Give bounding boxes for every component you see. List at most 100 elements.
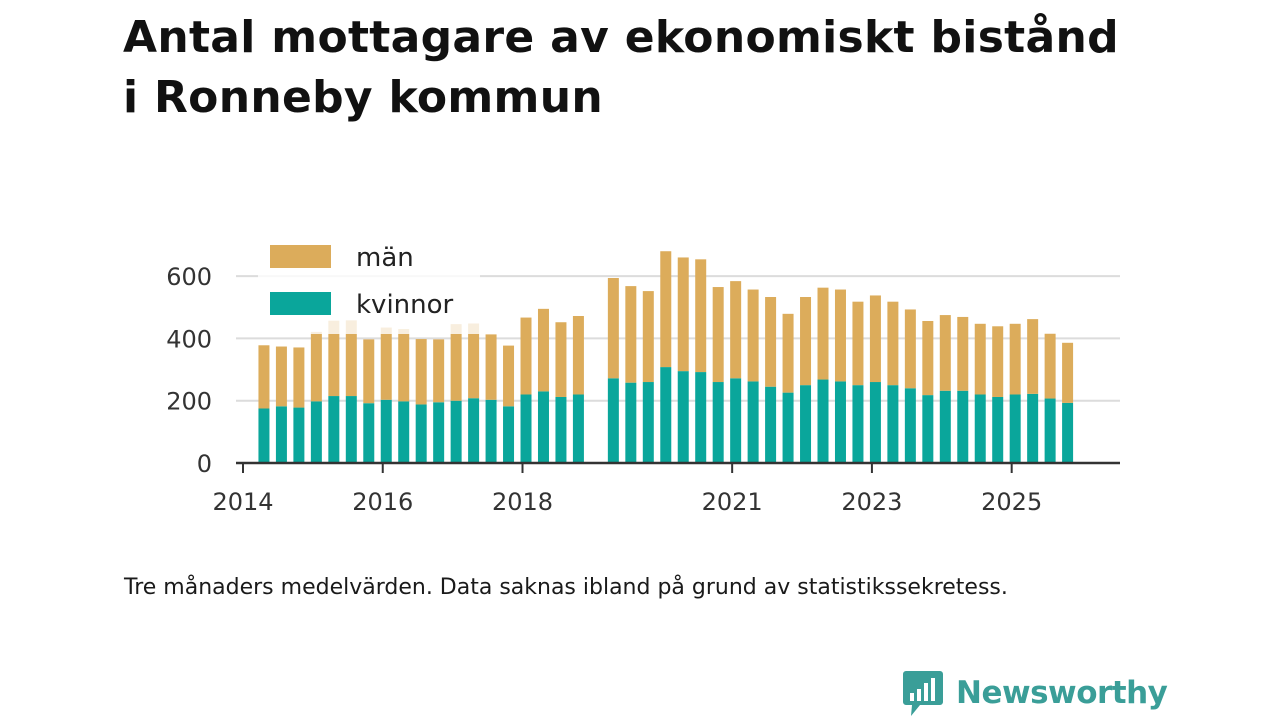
bar-man — [660, 251, 672, 368]
bar-man — [922, 320, 934, 396]
bar-man — [1062, 342, 1074, 403]
bar-man — [450, 324, 462, 401]
bar-kvinnor — [765, 386, 777, 463]
bar-kvinnor — [555, 396, 567, 463]
bar-kvinnor — [258, 408, 270, 463]
bar-man — [555, 322, 567, 397]
bar-man — [415, 339, 427, 405]
bar-man — [363, 339, 375, 404]
bar-kvinnor — [869, 382, 881, 463]
bar-kvinnor — [852, 385, 864, 463]
bar-kvinnor — [363, 403, 375, 463]
bar-kvinnor — [992, 396, 1004, 463]
bar-kvinnor — [485, 399, 497, 463]
bar-man — [380, 327, 392, 400]
bar-kvinnor — [834, 381, 846, 463]
bar-man — [433, 339, 445, 403]
chart-title-line-2: i Ronneby kommun — [123, 72, 603, 123]
bar-man — [939, 315, 951, 391]
legend-label: män — [356, 243, 414, 273]
chart-title-line-1: Antal mottagare av ekonomiskt bistånd — [123, 12, 1119, 63]
bar-man — [730, 281, 742, 379]
chart-title: Antal mottagare av ekonomiskt bistånd i … — [123, 8, 1223, 128]
legend-swatch — [270, 245, 331, 268]
bar-kvinnor — [974, 394, 986, 463]
bar-man — [974, 323, 986, 395]
bar-kvinnor — [730, 378, 742, 463]
bar-man — [503, 345, 515, 407]
bar-kvinnor — [904, 388, 916, 463]
bar-kvinnor — [450, 400, 462, 463]
bar-kvinnor — [642, 382, 654, 463]
legend: män kvinnor — [258, 238, 480, 334]
bar-man — [677, 257, 689, 372]
bar-man — [275, 346, 287, 407]
bar-kvinnor — [607, 378, 619, 463]
axes: 0 200 400 600 2014 2016 2018 2021 2023 2025 — [166, 263, 1120, 516]
x-tick-label: 2014 — [212, 488, 273, 516]
bar-man — [485, 334, 497, 400]
bar-kvinnor — [1009, 394, 1021, 463]
x-tick-label: 2023 — [841, 488, 902, 516]
bar-man — [607, 278, 619, 379]
bar-kvinnor — [677, 371, 689, 463]
bar-kvinnor — [1044, 398, 1056, 463]
brand-name: Newsworthy — [956, 675, 1168, 711]
bar-kvinnor — [293, 407, 305, 463]
bar-man — [904, 309, 916, 389]
bar-man — [642, 291, 654, 383]
bar-kvinnor — [433, 402, 445, 463]
y-tick-label: 400 — [166, 325, 212, 353]
brand-logo: Newsworthy — [902, 668, 1168, 718]
bar-kvinnor — [887, 385, 899, 463]
bar-man — [537, 308, 549, 392]
bar-kvinnor — [345, 396, 357, 463]
bar-man — [520, 317, 532, 395]
bar-man — [1044, 333, 1056, 399]
bar-kvinnor — [415, 404, 427, 463]
bar-man — [625, 286, 637, 383]
bar-kvinnor — [625, 382, 637, 463]
x-tick-label: 2025 — [981, 488, 1042, 516]
bar-kvinnor — [817, 379, 829, 463]
bar-man — [345, 320, 357, 397]
x-tick-label: 2016 — [352, 488, 413, 516]
bar-man — [852, 301, 864, 386]
y-tick-label: 0 — [197, 450, 212, 478]
bar-man — [992, 326, 1004, 397]
bar-kvinnor — [957, 390, 969, 463]
bar-kvinnor — [503, 406, 515, 463]
bar-kvinnor — [1062, 402, 1074, 463]
bar-kvinnor — [800, 385, 812, 463]
x-tick-label: 2018 — [492, 488, 553, 516]
bar-kvinnor — [328, 396, 340, 463]
bar-man — [800, 297, 812, 386]
bar-man — [328, 320, 340, 397]
bar-kvinnor — [468, 398, 480, 463]
bar-man — [869, 295, 881, 383]
bar-man — [572, 316, 584, 395]
newsworthy-logo-icon — [903, 671, 943, 716]
stacked-bar-chart: män kvinnor 0 200 400 600 2014 2016 2018 2021 202… — [166, 238, 1120, 516]
bar-man — [293, 347, 305, 408]
y-tick-label: 600 — [166, 263, 212, 291]
bar-kvinnor — [939, 390, 951, 463]
bar-kvinnor — [922, 395, 934, 463]
bar-kvinnor — [398, 401, 410, 463]
bar-kvinnor — [380, 399, 392, 463]
bar-man — [398, 329, 410, 402]
bar-man — [782, 313, 794, 393]
bar-man — [817, 287, 829, 380]
bar-kvinnor — [537, 391, 549, 463]
bar-man — [1027, 319, 1039, 394]
chart-caption: Tre månaders medelvärden. Data saknas ib… — [124, 575, 1008, 600]
bar-man — [1009, 323, 1021, 395]
bar-man — [834, 289, 846, 382]
legend-swatch — [270, 292, 331, 315]
bar-man — [712, 287, 724, 383]
bar-kvinnor — [275, 406, 287, 463]
bar-man — [468, 323, 480, 399]
bar-man — [747, 289, 759, 382]
bar-kvinnor — [782, 392, 794, 463]
bar-man — [258, 345, 270, 409]
